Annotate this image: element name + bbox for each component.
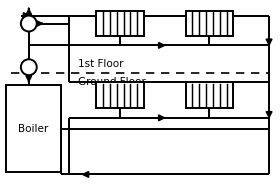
Text: Boiler: Boiler: [18, 124, 48, 134]
Circle shape: [21, 16, 37, 31]
Bar: [96, 82, 144, 108]
Bar: [186, 11, 233, 36]
Circle shape: [21, 59, 37, 75]
Bar: [6, 85, 60, 173]
Bar: [186, 82, 233, 108]
Bar: [96, 11, 144, 36]
Text: Ground Floor: Ground Floor: [78, 77, 146, 87]
Text: 1st Floor: 1st Floor: [78, 59, 124, 69]
